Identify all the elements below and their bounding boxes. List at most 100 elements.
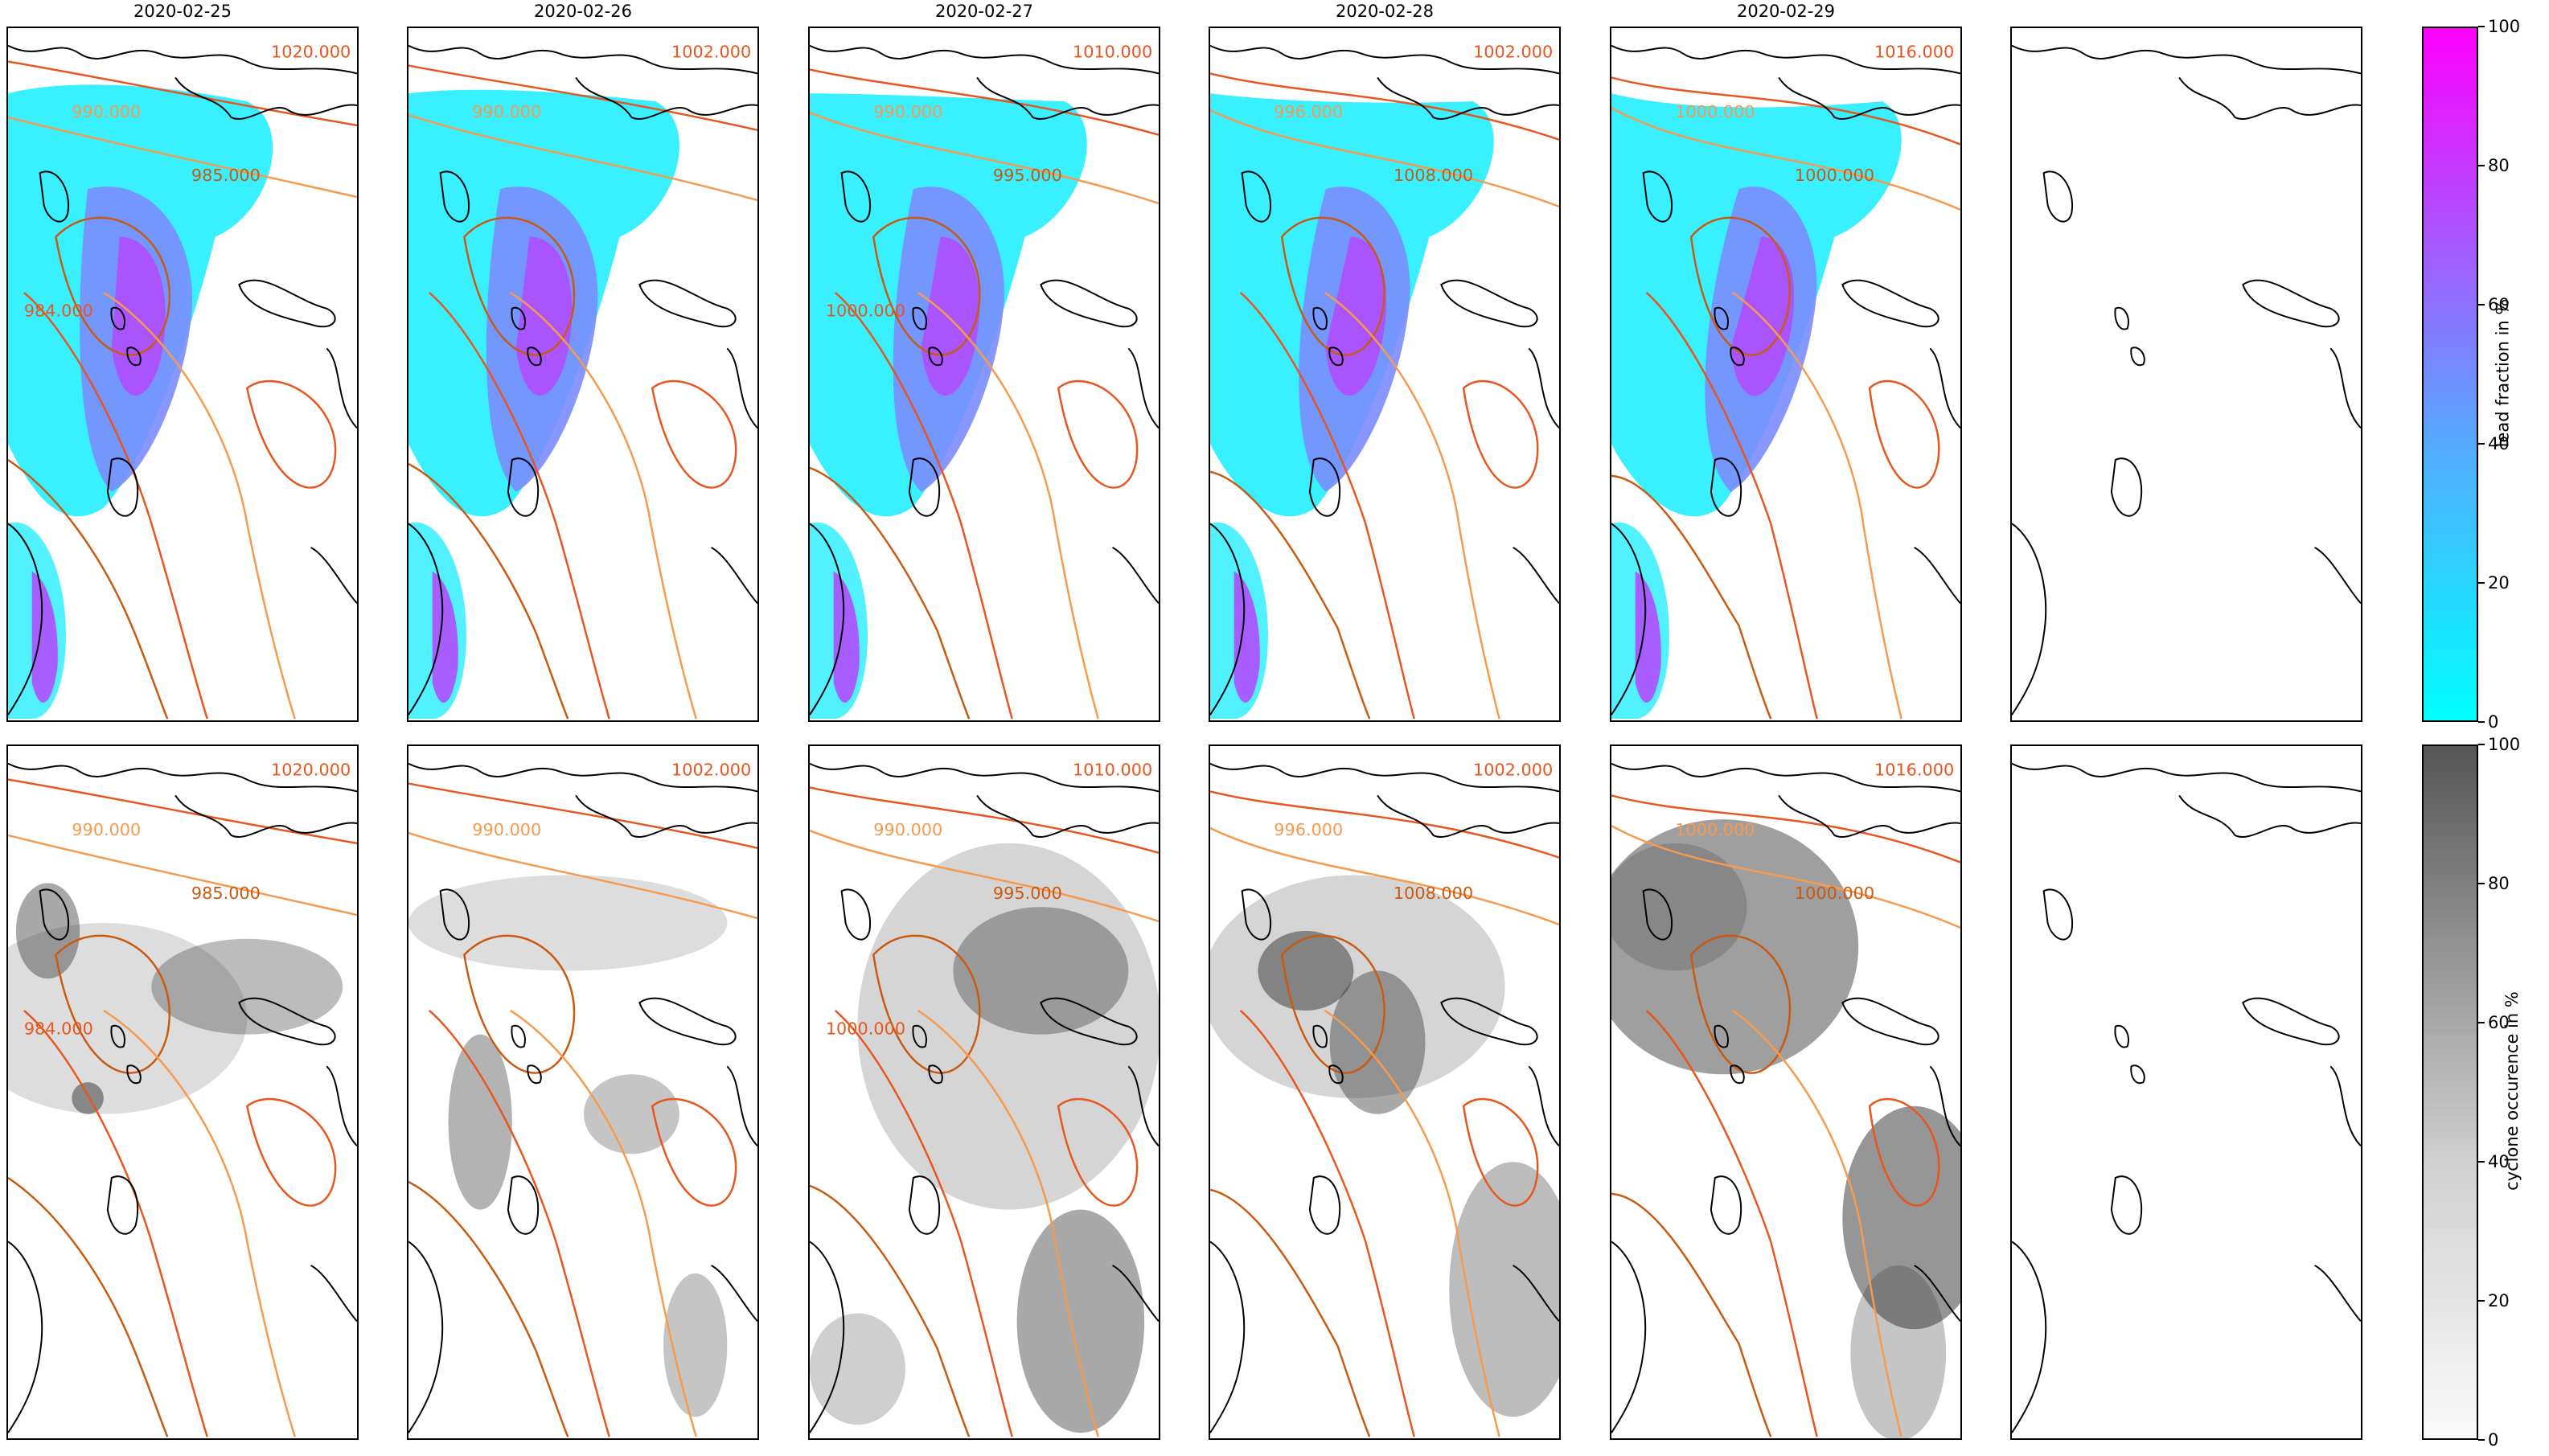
pressure-contour xyxy=(1611,824,1960,929)
coastline xyxy=(2110,457,2143,517)
pressure-contour xyxy=(1645,1010,1818,1438)
cyclone-colorbar-tick-label: 100 xyxy=(2488,735,2521,754)
contour-label: 996.000 xyxy=(1274,102,1343,121)
cyclone-colorbar-tickmark xyxy=(2478,1439,2485,1441)
pressure-contour xyxy=(917,291,1099,720)
coastline xyxy=(1778,76,1960,120)
lead-colorbar-tick-label: 80 xyxy=(2488,156,2510,175)
pressure-contour xyxy=(408,831,757,920)
contour-label: 1016.000 xyxy=(1874,761,1954,780)
lead-colorbar-tickmark xyxy=(2478,443,2485,445)
cyclone-occurrence-area xyxy=(1258,930,1354,1011)
coastline xyxy=(1710,1175,1742,1235)
pressure-contour xyxy=(917,1009,1099,1438)
pressure-contour xyxy=(23,1009,208,1438)
contour-label: 990.000 xyxy=(472,102,541,121)
coastline xyxy=(8,1241,43,1433)
coastline xyxy=(1841,997,1939,1046)
cyclone-colorbar-tickmark xyxy=(2478,744,2485,745)
date-title-4: 2020-02-28 xyxy=(1335,2,1435,21)
coastline xyxy=(2110,1175,2143,1235)
contour-label: 1002.000 xyxy=(671,761,751,780)
coastline xyxy=(106,457,139,517)
pressure-contour xyxy=(1611,106,1960,211)
coastline xyxy=(638,997,737,1046)
pressure-contour xyxy=(8,458,169,720)
contour-label: 1010.000 xyxy=(1073,761,1152,780)
coastline xyxy=(439,888,470,941)
pressure-contour xyxy=(428,1009,610,1438)
pressure-contour xyxy=(245,379,337,489)
pressure-contour xyxy=(1210,470,1371,720)
pressure-contour xyxy=(1239,292,1415,720)
pressure-contour xyxy=(1280,934,1385,1074)
pressure-contour xyxy=(1689,216,1792,356)
coastline xyxy=(1710,457,1742,517)
pressure-contour xyxy=(810,111,1159,205)
cyclone-colorbar-tick-label: 80 xyxy=(2488,874,2510,893)
cyclone-colorbar-tickmark xyxy=(2478,883,2485,884)
lead-fraction-area xyxy=(432,571,458,703)
cyclone-map-2020-02-28: 1002.000 996.000 1008.000 xyxy=(1209,744,1561,1440)
pressure-contour xyxy=(872,216,981,356)
cyclone-occurrence-area xyxy=(857,843,1159,1210)
cyclone-map-2020-02-29: 1016.000 1000.000 1000.000 xyxy=(1610,744,1962,1440)
coastline xyxy=(1127,1065,1159,1147)
pressure-contour xyxy=(8,116,357,199)
cyclone-occurrence-area xyxy=(663,1273,728,1417)
contour-label: 1002.000 xyxy=(1473,43,1553,62)
cyclone-colorbar-label: cyclone occurence in % xyxy=(2502,991,2522,1191)
coastline xyxy=(2329,347,2361,429)
lead-map-2020-02-28: 1002.000 996.000 1008.000 xyxy=(1209,27,1561,722)
pressure-contour xyxy=(1210,72,1559,141)
cyclone-colorbar-tick-label: 0 xyxy=(2488,1430,2499,1450)
coastline xyxy=(507,1175,540,1235)
contour-label: 990.000 xyxy=(873,102,942,121)
coastline xyxy=(527,347,542,367)
lead-fraction-area xyxy=(31,571,58,703)
coastline xyxy=(1914,547,1960,605)
coastline xyxy=(1714,306,1729,330)
coastline xyxy=(174,76,357,120)
coastline xyxy=(439,170,470,223)
coastline xyxy=(1914,1265,1960,1323)
coastline xyxy=(2012,523,2047,716)
coastline xyxy=(810,762,1159,793)
coastline xyxy=(1112,547,1159,605)
coastline xyxy=(1328,347,1344,367)
coastline xyxy=(1528,347,1559,429)
pressure-contour xyxy=(408,462,569,720)
pressure-contour xyxy=(55,934,170,1074)
contour-label: 1002.000 xyxy=(1473,761,1553,780)
pressure-contour xyxy=(103,1009,296,1438)
lead-colorbar-tickmark xyxy=(2478,721,2485,723)
coastline xyxy=(174,794,357,838)
coastline xyxy=(1040,279,1138,328)
coastline xyxy=(1513,547,1559,605)
cyclone-colorbar xyxy=(2422,744,2478,1440)
coastline xyxy=(1308,1175,1341,1235)
cyclone-occurrence-area xyxy=(408,875,728,971)
coastline xyxy=(638,279,737,328)
pressure-contour xyxy=(1239,1010,1415,1438)
cyclone-map-empty xyxy=(2010,744,2362,1440)
coastline xyxy=(575,794,757,838)
pressure-contour xyxy=(1731,1009,1903,1438)
pressure-contour xyxy=(1611,76,1960,146)
cyclone-colorbar-tick-label: 40 xyxy=(2488,1152,2510,1171)
cyclone-occurrence-area xyxy=(448,1034,512,1210)
coastline xyxy=(1210,44,1559,75)
contour-label: 984.000 xyxy=(24,1019,93,1039)
coastline xyxy=(908,1175,941,1235)
coastline xyxy=(1377,794,1559,838)
coastline xyxy=(1611,1241,1647,1433)
coastline xyxy=(928,1064,943,1085)
pressure-contour xyxy=(8,778,357,845)
pressure-contour xyxy=(810,68,1159,136)
contour-label: 1008.000 xyxy=(1394,166,1473,185)
coastline xyxy=(1312,1024,1328,1048)
coastline xyxy=(810,44,1159,75)
coastline xyxy=(527,1064,542,1085)
coastline xyxy=(711,1265,757,1323)
pressure-contour xyxy=(408,64,757,132)
